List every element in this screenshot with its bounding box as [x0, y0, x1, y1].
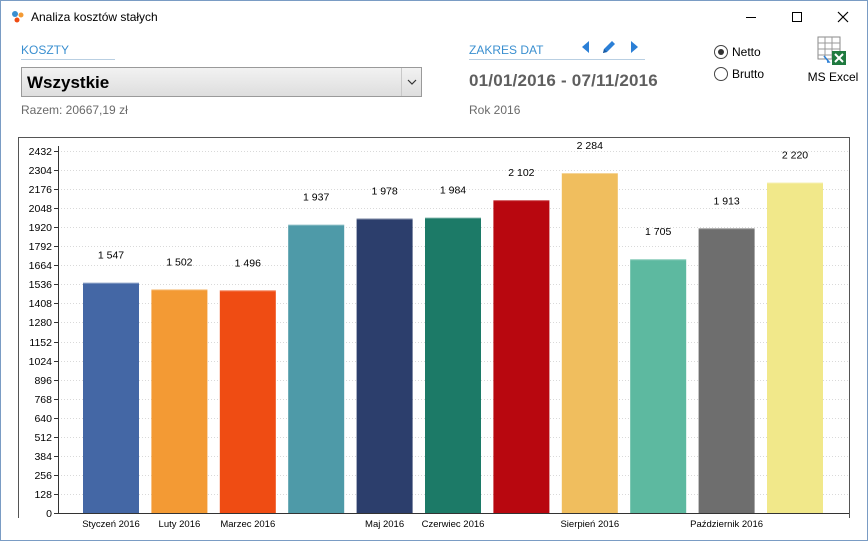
- x-category-label: Sierpień 2016: [560, 519, 619, 530]
- bar-value-label: 2 284: [577, 140, 603, 152]
- arrow-left-icon[interactable]: [578, 39, 594, 55]
- ms-excel-export-button[interactable]: MS Excel: [807, 36, 859, 88]
- brutto-radio[interactable]: [714, 67, 728, 81]
- bar-value-label: 1 984: [440, 185, 466, 197]
- y-tick-label: 512: [34, 432, 52, 444]
- dropdown-button[interactable]: [401, 68, 421, 96]
- minimize-icon: [746, 17, 756, 18]
- y-tick-label: 2304: [29, 165, 53, 177]
- brutto-label[interactable]: Brutto: [732, 67, 765, 81]
- x-category-label: Czerwiec 2016: [422, 519, 485, 530]
- cost-category-value: Wszystkie: [27, 73, 110, 92]
- x-category-label: Styczeń 2016: [82, 519, 140, 530]
- y-tick-label: 256: [34, 470, 52, 482]
- bar-value-label: 1 913: [713, 195, 739, 207]
- y-tick-label: 128: [34, 489, 52, 501]
- netto-label[interactable]: Netto: [732, 45, 761, 59]
- bar-value-label: 1 547: [98, 250, 124, 262]
- y-tick-label: 1152: [29, 337, 52, 349]
- costs-section-label: KOSZTY: [21, 43, 70, 57]
- y-tick-label: 2176: [29, 184, 53, 196]
- x-category-label: Maj 2016: [365, 519, 404, 530]
- bar: [83, 282, 139, 513]
- arrow-right-icon[interactable]: [626, 39, 642, 55]
- bar: [151, 289, 208, 513]
- y-tick-label: 640: [34, 413, 52, 425]
- window-title: Analiza kosztów stałych: [31, 10, 158, 24]
- y-tick-label: 1664: [29, 260, 53, 272]
- chevron-down-icon: [407, 79, 416, 85]
- bar: [356, 218, 413, 513]
- y-tick-label: 2432: [29, 146, 53, 158]
- bar-value-label: 1 937: [303, 192, 329, 204]
- excel-icon: [817, 36, 846, 65]
- maximize-button[interactable]: [774, 1, 820, 33]
- bar: [698, 228, 755, 513]
- costs-divider: [21, 59, 115, 60]
- excel-export-label: MS Excel: [807, 70, 859, 84]
- bar: [561, 173, 618, 513]
- y-tick-label: 1792: [29, 241, 53, 253]
- y-tick-label: 1280: [29, 317, 53, 329]
- period-label: Rok 2016: [469, 103, 521, 117]
- bar-value-label: 1 978: [371, 186, 397, 198]
- date-range-divider: [469, 59, 645, 60]
- bar: [630, 259, 687, 513]
- chart-frame: [18, 137, 850, 518]
- total-amount: Razem: 20667,19 zł: [21, 103, 128, 117]
- y-tick-label: 1024: [29, 356, 53, 368]
- y-tick-label: 1408: [29, 298, 53, 310]
- close-button[interactable]: [820, 1, 866, 33]
- date-range-value: 01/01/2016 - 07/11/2016: [469, 71, 658, 90]
- y-tick-label: 2048: [29, 203, 53, 215]
- y-tick-label: 1536: [29, 279, 53, 291]
- bar: [767, 182, 823, 514]
- pencil-icon[interactable]: [601, 39, 617, 55]
- x-category-label: Luty 2016: [159, 519, 201, 530]
- y-tick-label: 896: [34, 375, 52, 387]
- y-tick-label: 0: [46, 508, 52, 520]
- bar-value-label: 1 496: [235, 257, 261, 269]
- app-logo-icon: [12, 11, 24, 23]
- bar-value-label: 2 220: [782, 150, 808, 162]
- y-tick-label: 768: [34, 394, 52, 406]
- bar: [493, 200, 550, 514]
- bar: [219, 290, 276, 513]
- maximize-icon: [792, 12, 802, 22]
- bar: [288, 224, 345, 513]
- bar-value-label: 1 502: [166, 256, 192, 268]
- netto-radio[interactable]: [714, 45, 728, 59]
- x-category-label: Październik 2016: [690, 519, 763, 530]
- y-tick-label: 1920: [29, 222, 53, 234]
- bar-value-label: 1 705: [645, 226, 671, 238]
- date-range-section-label: ZAKRES DAT: [469, 43, 544, 57]
- cost-category-select[interactable]: Wszystkie: [21, 67, 422, 97]
- y-tick-label: 384: [34, 451, 52, 463]
- title-bar[interactable]: Analiza kosztów stałych: [1, 1, 867, 33]
- bar-value-label: 2 102: [508, 167, 534, 179]
- minimize-button[interactable]: [728, 1, 774, 33]
- close-icon: [837, 11, 849, 23]
- x-category-label: Marzec 2016: [220, 519, 275, 530]
- bar: [425, 217, 481, 513]
